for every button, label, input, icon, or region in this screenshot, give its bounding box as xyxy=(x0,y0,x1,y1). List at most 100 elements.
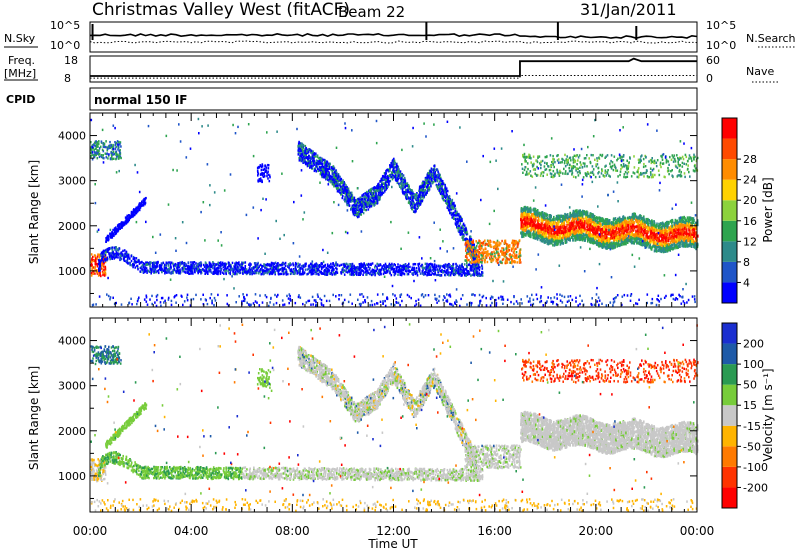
data-pixel xyxy=(646,293,649,296)
data-pixel xyxy=(278,269,280,272)
data-pixel xyxy=(539,296,542,300)
data-pixel xyxy=(444,271,447,274)
data-pixel xyxy=(455,264,458,268)
data-pixel xyxy=(276,266,278,270)
data-pixel xyxy=(402,268,404,272)
data-pixel xyxy=(315,301,317,304)
data-pixel xyxy=(457,229,460,232)
data-pixel xyxy=(450,204,453,207)
data-pixel xyxy=(256,269,258,272)
data-pixel xyxy=(360,270,362,274)
data-pixel xyxy=(183,267,186,270)
data-pixel xyxy=(392,270,395,274)
data-pixel xyxy=(385,271,387,274)
data-pixel xyxy=(389,164,391,167)
data-pixel xyxy=(132,211,134,214)
data-pixel xyxy=(480,257,483,260)
data-pixel xyxy=(370,270,372,273)
data-pixel xyxy=(160,266,163,270)
data-pixel xyxy=(575,296,577,299)
data-pixel xyxy=(304,151,306,154)
data-pixel xyxy=(113,302,116,306)
data-pixel xyxy=(371,262,374,265)
data-pixel xyxy=(264,294,267,297)
data-pixel xyxy=(196,267,198,271)
data-pixel xyxy=(436,273,438,277)
data-pixel xyxy=(289,269,292,272)
data-pixel xyxy=(130,259,133,263)
data-pixel xyxy=(147,269,150,273)
data-pixel xyxy=(458,272,461,276)
data-pixel xyxy=(411,198,414,201)
data-pixel xyxy=(294,301,297,305)
data-pixel xyxy=(366,296,369,299)
data-pixel xyxy=(394,176,397,180)
cpid-value: normal 150 IF xyxy=(94,93,188,107)
data-pixel xyxy=(164,269,166,272)
data-pixel xyxy=(397,263,399,266)
data-pixel xyxy=(98,147,101,150)
data-pixel xyxy=(351,268,354,271)
data-pixel xyxy=(181,262,183,265)
data-pixel xyxy=(271,272,274,275)
data-pixel xyxy=(473,264,475,268)
data-pixel xyxy=(105,145,107,149)
data-pixel xyxy=(312,164,314,167)
data-pixel xyxy=(408,199,410,203)
data-pixel xyxy=(310,160,313,164)
data-pixel xyxy=(658,300,661,303)
data-pixel xyxy=(419,187,421,190)
data-pixel xyxy=(94,257,97,260)
data-pixel xyxy=(361,265,364,268)
data-pixel xyxy=(93,141,96,145)
data-pixel xyxy=(439,173,441,177)
data-pixel xyxy=(393,172,396,175)
data-pixel xyxy=(362,295,365,298)
data-pixel xyxy=(245,268,248,271)
data-pixel xyxy=(475,263,477,266)
data-pixel xyxy=(379,185,382,189)
data-pixel xyxy=(284,261,287,265)
data-pixel xyxy=(132,213,135,216)
data-pixel xyxy=(309,148,311,151)
data-pixel xyxy=(335,266,337,270)
data-pixel xyxy=(205,262,207,265)
data-pixel xyxy=(427,189,430,192)
data-pixel xyxy=(175,301,177,304)
data-pixel xyxy=(298,156,300,160)
data-pixel xyxy=(359,211,362,214)
data-pixel xyxy=(114,232,116,236)
data-pixel xyxy=(405,197,408,201)
data-pixel xyxy=(281,263,284,266)
data-pixel xyxy=(565,304,567,307)
data-pixel xyxy=(179,270,182,273)
data-pixel xyxy=(257,266,259,270)
data-pixel xyxy=(495,304,498,307)
data-pixel xyxy=(332,177,334,181)
data-pixel xyxy=(449,293,451,296)
data-pixel xyxy=(449,274,452,277)
data-pixel xyxy=(426,189,428,192)
data-pixel xyxy=(344,263,347,266)
data-pixel xyxy=(471,255,473,258)
data-pixel xyxy=(297,262,299,265)
data-pixel xyxy=(405,192,408,195)
data-pixel xyxy=(462,227,465,230)
data-pixel xyxy=(581,299,583,302)
data-pixel xyxy=(290,272,292,275)
data-pixel xyxy=(154,261,156,264)
data-pixel xyxy=(298,265,301,269)
data-pixel xyxy=(217,264,220,267)
data-pixel xyxy=(367,208,370,211)
data-pixel xyxy=(182,265,185,269)
data-pixel xyxy=(514,254,516,257)
data-pixel xyxy=(434,271,436,275)
data-pixel xyxy=(444,196,447,199)
data-pixel xyxy=(469,235,472,238)
data-pixel xyxy=(165,268,168,271)
data-pixel xyxy=(328,171,330,175)
data-pixel xyxy=(269,271,272,274)
data-pixel xyxy=(90,263,92,267)
date-label: 31/Jan/2011 xyxy=(580,0,677,19)
data-pixel xyxy=(510,300,512,304)
